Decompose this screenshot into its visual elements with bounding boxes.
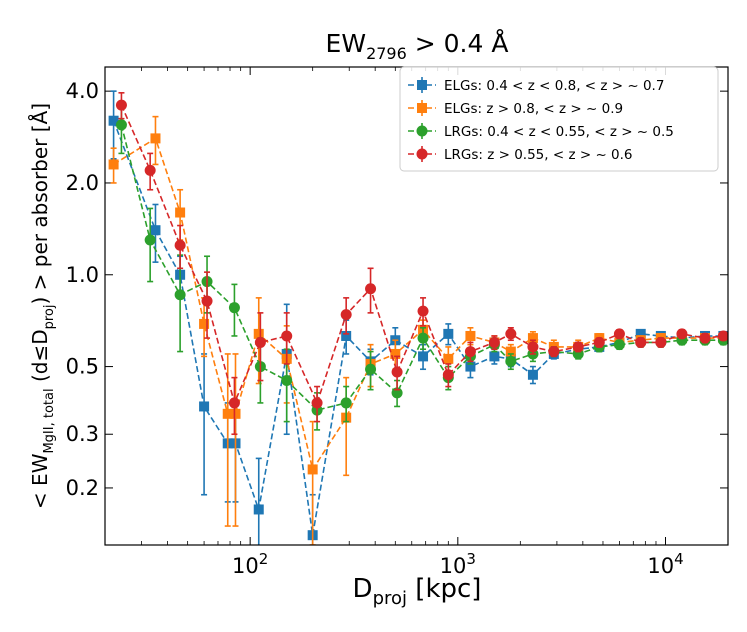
data-point <box>443 353 454 364</box>
data-point <box>465 361 476 372</box>
data-point <box>199 401 210 412</box>
data-point <box>174 239 186 251</box>
data-point <box>418 351 429 362</box>
x-tick-label: 103 <box>440 550 476 578</box>
legend-marker <box>416 148 428 160</box>
data-point <box>527 341 539 353</box>
legend-entry: ELGs: z > 0.8, < z > ~ 0.9 <box>408 100 623 117</box>
data-point <box>150 225 161 236</box>
data-point <box>505 328 517 340</box>
data-point <box>311 397 323 409</box>
data-point <box>417 332 429 344</box>
data-point <box>228 397 240 409</box>
data-point <box>144 234 156 246</box>
data-point <box>717 330 728 342</box>
data-point <box>465 330 476 341</box>
data-point <box>464 346 476 358</box>
data-point <box>548 346 560 358</box>
data-point <box>199 318 210 329</box>
data-point <box>230 408 241 419</box>
data-point <box>417 305 429 317</box>
data-point <box>391 366 403 378</box>
legend-label: LRGs: z > 0.55, < z > ~ 0.6 <box>444 147 633 163</box>
x-tick-label: 104 <box>647 550 683 578</box>
data-point <box>365 283 377 295</box>
y-tick-label: 2.0 <box>66 171 99 195</box>
data-point <box>488 336 500 348</box>
legend-label: ELGs: 0.4 < z < 0.8, < z > ~ 0.7 <box>444 78 664 94</box>
data-point <box>115 99 127 111</box>
y-tick-label: 0.5 <box>66 355 99 379</box>
data-point <box>443 328 454 339</box>
series-4 <box>115 92 728 436</box>
series-line <box>120 124 724 411</box>
y-tick-label: 0.3 <box>66 422 99 446</box>
data-point <box>341 330 352 341</box>
data-point <box>340 309 352 321</box>
legend-marker <box>417 80 427 90</box>
data-point <box>115 119 127 131</box>
data-point <box>527 369 538 380</box>
data-point <box>307 464 318 475</box>
data-point <box>593 336 605 348</box>
legend-entry: LRGs: 0.4 < z < 0.55, < z > ~ 0.5 <box>408 123 674 140</box>
legend-marker <box>416 125 428 137</box>
data-point <box>505 355 517 367</box>
data-point <box>365 363 377 375</box>
legend: ELGs: 0.4 < z < 0.8, < z > ~ 0.7 ELGs: z … <box>399 66 719 172</box>
data-point <box>699 332 711 344</box>
chart-title: EW2796 > 0.4 Å <box>326 29 509 63</box>
data-point <box>572 341 584 353</box>
data-point <box>228 302 240 314</box>
data-point <box>442 369 454 381</box>
data-point <box>635 336 647 348</box>
y-tick-label: 4.0 <box>66 79 99 103</box>
data-point <box>281 375 293 387</box>
data-point <box>201 295 213 307</box>
legend-entry: LRGs: z > 0.55, < z > ~ 0.6 <box>408 146 633 163</box>
data-point <box>253 504 264 515</box>
legend-label: ELGs: z > 0.8, < z > ~ 0.9 <box>444 101 623 117</box>
data-point <box>613 328 625 340</box>
legend-marker <box>417 103 427 113</box>
legend-box <box>399 66 719 172</box>
data-point <box>150 133 161 144</box>
legend-label: LRGs: 0.4 < z < 0.55, < z > ~ 0.5 <box>444 124 674 140</box>
series-group <box>108 90 728 545</box>
data-point <box>676 328 688 340</box>
data-point <box>527 333 538 344</box>
data-point <box>390 348 401 359</box>
data-point <box>613 339 625 351</box>
data-point <box>222 408 233 419</box>
data-point <box>175 207 186 218</box>
data-point <box>635 328 646 339</box>
data-point <box>108 115 119 126</box>
data-point <box>655 336 667 348</box>
data-point <box>144 164 156 176</box>
data-point <box>108 159 119 170</box>
axis-ticks: 102 103 104 0.2 0.3 0.5 1.0 2.0 4.0 <box>66 67 729 578</box>
legend-entry: ELGs: 0.4 < z < 0.8, < z > ~ 0.7 <box>408 77 664 94</box>
data-point <box>340 397 352 409</box>
x-axis-label: Dproj [kpc] <box>353 574 482 609</box>
data-point <box>505 346 516 357</box>
data-point <box>254 336 266 348</box>
data-point <box>174 289 186 301</box>
y-tick-label: 0.2 <box>66 476 99 500</box>
x-tick-label: 102 <box>232 550 268 578</box>
y-tick-label: 1.0 <box>66 263 99 287</box>
data-point <box>489 351 500 362</box>
data-point <box>253 328 264 339</box>
data-point <box>281 330 293 342</box>
y-axis-label: < EWMgII, total (d≤Dproj) > per absorber… <box>28 103 57 509</box>
